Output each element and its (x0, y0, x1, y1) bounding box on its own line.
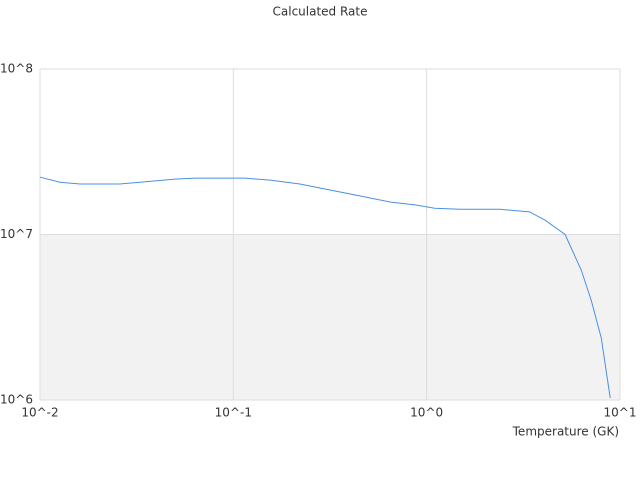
x-tick-label: 10^-1 (215, 406, 252, 420)
band (40, 234, 620, 400)
bands (40, 234, 620, 400)
data-line (39, 176, 611, 398)
x-tick-label: 10^1 (604, 406, 637, 420)
x-tick-label: 10^0 (410, 406, 443, 420)
x-tick-label: 10^-2 (21, 406, 58, 420)
x-axis-title: Temperature (GK) (512, 425, 619, 439)
y-tick-label: 10^8 (0, 62, 33, 76)
y-tick-label: 10^6 (0, 393, 33, 407)
y-tick-label: 10^7 (0, 227, 33, 241)
chart-title: Calculated Rate (273, 5, 368, 19)
